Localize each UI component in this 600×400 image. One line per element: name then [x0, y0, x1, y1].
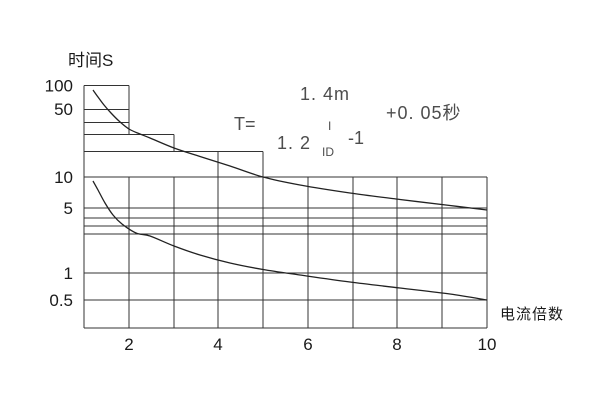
svg-text:ID: ID: [322, 145, 334, 159]
svg-text:8: 8: [392, 335, 401, 354]
svg-text:0.5: 0.5: [49, 291, 73, 310]
svg-text:1. 2: 1. 2: [277, 133, 311, 153]
svg-text:+0. 05秒: +0. 05秒: [386, 103, 462, 123]
svg-text:1. 4m: 1. 4m: [300, 84, 350, 104]
svg-text:4: 4: [213, 335, 222, 354]
svg-text:2: 2: [124, 335, 133, 354]
svg-text:I: I: [328, 119, 331, 133]
svg-text:T=: T=: [234, 114, 256, 134]
svg-text:时间S: 时间S: [68, 51, 113, 70]
svg-text:100: 100: [45, 77, 73, 96]
svg-text:1: 1: [64, 264, 73, 283]
svg-text:10: 10: [54, 168, 73, 187]
svg-text:50: 50: [54, 100, 73, 119]
svg-text:10: 10: [478, 335, 497, 354]
svg-text:6: 6: [303, 335, 312, 354]
svg-text:-1: -1: [348, 128, 364, 148]
svg-text:5: 5: [64, 199, 73, 218]
svg-text:电流倍数: 电流倍数: [500, 306, 564, 323]
